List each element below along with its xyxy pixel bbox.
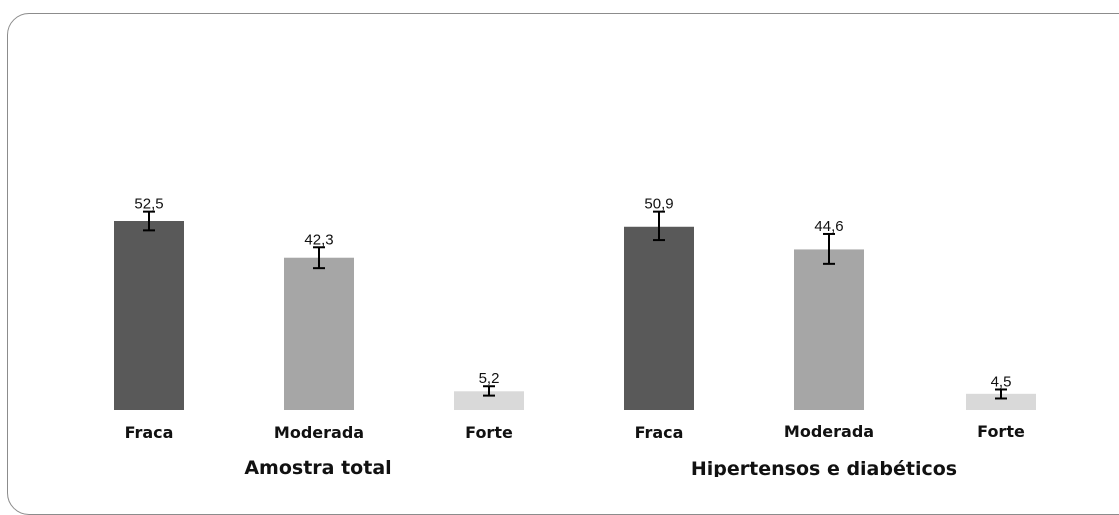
bar-fraca-1 (114, 221, 184, 410)
data-label-5: 44,6 (814, 218, 843, 235)
category-label-4: Fraca (635, 423, 684, 442)
data-label-6: 4,5 (991, 373, 1012, 390)
group-label-1: Amostra total (244, 457, 391, 477)
category-label-3: Forte (465, 423, 513, 442)
category-label-2: Moderada (274, 423, 364, 442)
category-label-6: Forte (977, 422, 1025, 441)
category-label-1: Fraca (125, 423, 174, 442)
bar-forte-2 (966, 393, 1036, 410)
bar-moderada-2 (794, 249, 864, 410)
data-label-3: 5,2 (479, 370, 500, 387)
data-label-2: 42,3 (304, 231, 333, 248)
data-label-1: 52,5 (134, 196, 163, 213)
group-label-2: Hipertensos e diabéticos (691, 458, 957, 477)
data-label-4: 50,9 (644, 196, 673, 213)
bar-chart: 52,5 Fraca 42,3 Moderada 5,2 Forte Amostra tot… (114, 196, 1036, 477)
bar-forte-1 (454, 391, 524, 410)
bar-fraca-2 (624, 226, 694, 410)
bar-moderada-1 (284, 257, 354, 410)
chart-frame (7, 13, 1119, 515)
category-label-5: Moderada (784, 422, 874, 441)
